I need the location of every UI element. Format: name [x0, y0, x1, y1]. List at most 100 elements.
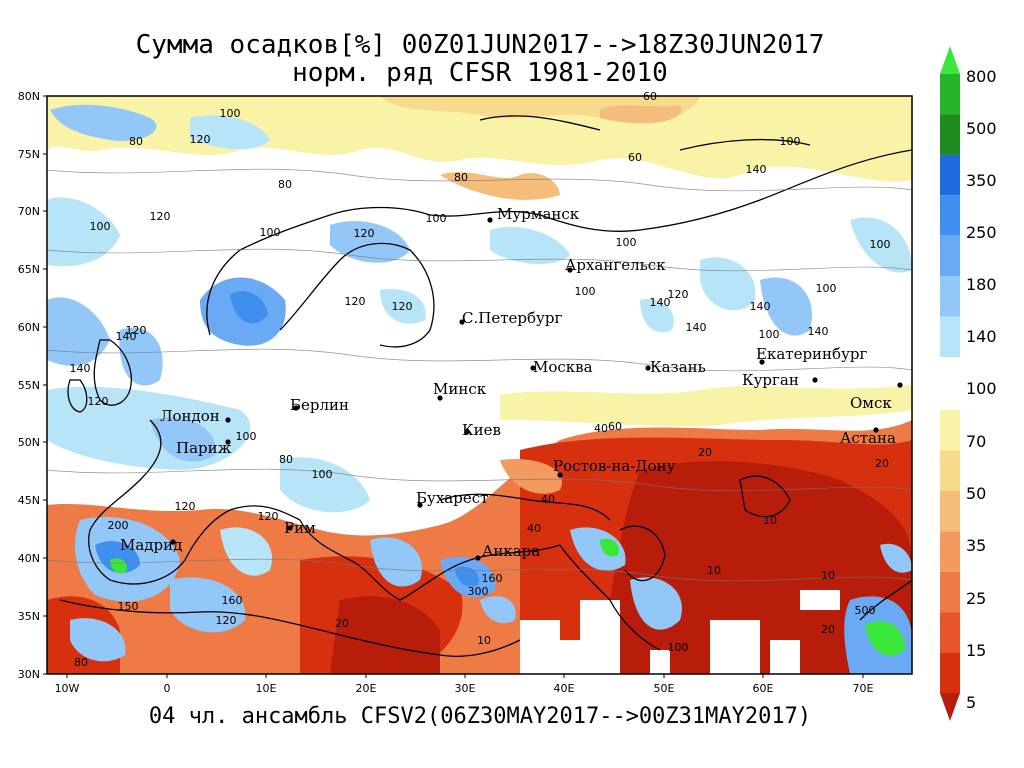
city-marker	[487, 217, 493, 223]
contour-value-label: 140	[686, 321, 707, 334]
map-footer: 04 чл. ансамбль CFSV2(06Z30MAY2017-->00Z…	[148, 704, 812, 729]
colorbar-box	[940, 154, 960, 196]
contour-value-label: 100	[260, 226, 281, 239]
contour-value-label: 80	[74, 656, 88, 669]
city-label: Казань	[650, 358, 706, 376]
contour-value-label: 60	[628, 151, 642, 164]
contour-value-label: 100	[780, 135, 801, 148]
contour-value-label: 100	[759, 328, 780, 341]
city-label: Лондон	[160, 407, 220, 425]
colorbar-label: 350	[966, 171, 997, 190]
contour-value-label: 100	[90, 220, 111, 233]
lat-tick-label: 70N	[18, 205, 40, 218]
city-marker	[293, 405, 299, 411]
contour-value-label: 150	[118, 600, 139, 613]
colorbar-label: 50	[966, 484, 986, 503]
city-label: Астана	[840, 429, 896, 447]
contour-value-label: 200	[108, 519, 129, 532]
contour-value-label: 20	[335, 617, 349, 630]
city-marker	[225, 439, 231, 445]
lat-tick-label: 50N	[18, 436, 40, 449]
lon-tick-label: 0	[164, 682, 171, 695]
contour-value-label: 120	[150, 210, 171, 223]
colorbar-box	[940, 652, 960, 693]
contour-value-label: 140	[808, 325, 829, 338]
contour-value-label: 140	[650, 296, 671, 309]
colorbar-box	[940, 450, 960, 491]
lat-tick-label: 30N	[18, 668, 40, 681]
colorbar-label: 25	[966, 589, 986, 608]
contour-value-label: 100	[616, 236, 637, 249]
city-marker	[475, 555, 481, 561]
colorbar-box	[940, 235, 960, 277]
contour-value-label: 80	[454, 171, 468, 184]
colorbar-top-arrow	[940, 46, 960, 74]
contour-value-label: 100	[668, 641, 689, 654]
contour-value-label: 80	[278, 178, 292, 191]
contour-value-label: 100	[816, 282, 837, 295]
colorbar-box	[940, 114, 960, 155]
contour-value-label: 120	[175, 500, 196, 513]
colorbar-label: 500	[966, 119, 997, 138]
city-label: Архангельск	[565, 256, 666, 274]
lat-tick-label: 65N	[18, 263, 40, 276]
colorbar-bottom-arrow	[940, 693, 960, 721]
lat-tick-label: 40N	[18, 552, 40, 565]
colorbar-box	[940, 410, 960, 451]
colorbar-label: 100	[966, 379, 997, 398]
city-label: Анкара	[482, 542, 540, 560]
contour-value-label: 160	[482, 572, 503, 585]
city-label: Рим	[284, 519, 316, 537]
contour-value-label: 140	[116, 330, 137, 343]
city-marker	[437, 395, 443, 401]
colorbar-box	[940, 490, 960, 532]
city-label: Курган	[742, 371, 799, 389]
colorbar-label: 800	[966, 67, 997, 86]
contour-value-label: 10	[707, 564, 721, 577]
contour-value-label: 120	[392, 300, 413, 313]
contour-value-label: 10	[821, 569, 835, 582]
city-marker	[645, 365, 651, 371]
colorbar-label: 70	[966, 432, 986, 451]
contour-value-label: 20	[698, 446, 712, 459]
city-label: Бухарест	[416, 489, 488, 507]
city-marker	[567, 267, 573, 273]
contour-value-label: 100	[426, 212, 447, 225]
city-marker	[812, 377, 818, 383]
contour-value-label: 100	[236, 430, 257, 443]
contour-value-label: 300	[468, 585, 489, 598]
colorbar-label: 180	[966, 275, 997, 294]
lat-tick-label: 45N	[18, 494, 40, 507]
city-labels: Мурманск Архангельск С.Петербург Москва Каза…	[120, 205, 903, 561]
city-label: Берлин	[290, 396, 349, 414]
city-label: Ростов-на-Дону	[553, 457, 676, 475]
contour-value-label: 140	[750, 300, 771, 313]
contour-value-label: 120	[258, 510, 279, 523]
contour-value-label: 80	[129, 135, 143, 148]
lon-tick-label: 30E	[455, 682, 476, 695]
contour-value-label: 20	[821, 623, 835, 636]
city-marker	[417, 502, 423, 508]
lat-tick-label: 75N	[18, 148, 40, 161]
city-marker	[530, 365, 536, 371]
city-label: Мадрид	[120, 536, 182, 554]
contour-value-label: 20	[875, 457, 889, 470]
lon-tick-label: 20E	[356, 682, 377, 695]
contour-value-label: 40	[527, 522, 541, 535]
contour-value-label: 80	[279, 453, 293, 466]
lon-tick-label: 60E	[753, 682, 774, 695]
contour-value-label: 120	[126, 324, 147, 337]
city-marker	[557, 472, 563, 478]
colorbar: 800 500 350 250 180 140 100 70 50 35 25 15 5	[940, 46, 997, 721]
contour-value-label: 120	[216, 614, 237, 627]
lat-tick-label: 55N	[18, 379, 40, 392]
colorbar-box	[940, 74, 960, 115]
contour-value-label: 100	[870, 238, 891, 251]
contour-value-label: 160	[222, 594, 243, 607]
lon-tick-label: 10E	[256, 682, 277, 695]
contour-value-label: 10	[477, 634, 491, 647]
city-label: Омск	[850, 394, 892, 412]
colorbar-label: 5	[966, 693, 976, 712]
city-label: С.Петербург	[462, 309, 562, 327]
